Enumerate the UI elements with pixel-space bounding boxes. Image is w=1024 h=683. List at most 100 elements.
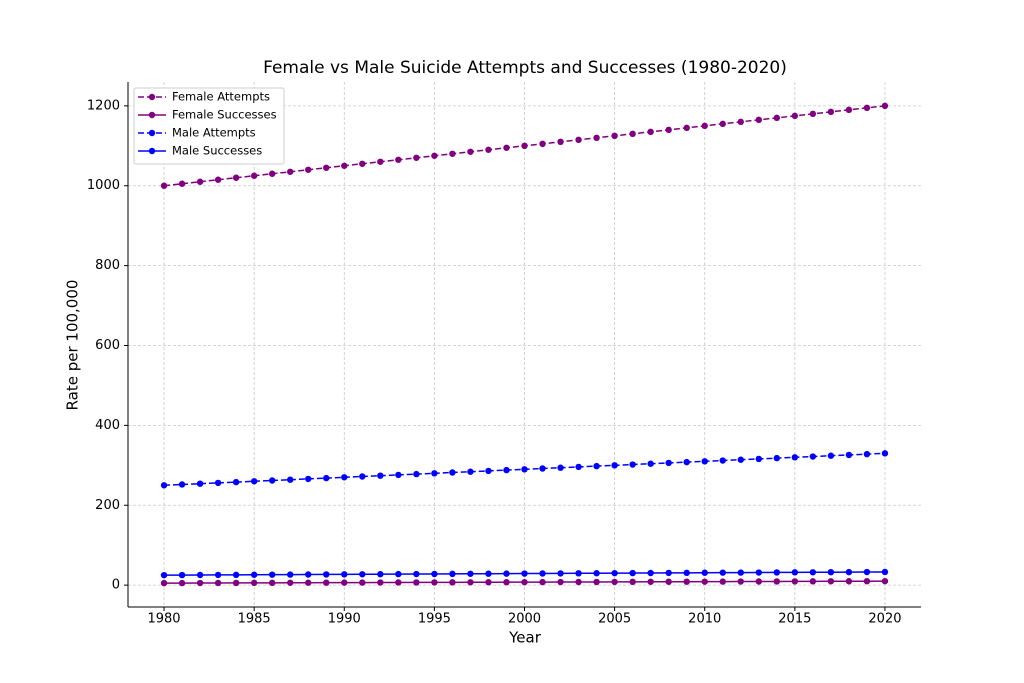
data-point — [791, 578, 799, 585]
data-point — [539, 140, 546, 148]
data-point — [160, 182, 168, 189]
data-point — [214, 579, 222, 587]
data-point — [863, 568, 871, 576]
data-point — [377, 579, 384, 586]
data-point — [178, 579, 186, 587]
data-point — [737, 578, 744, 585]
data-point — [485, 467, 492, 475]
data-point — [719, 569, 726, 576]
data-point — [359, 473, 366, 480]
data-point — [863, 577, 871, 585]
y-tick-label: 1200 — [87, 98, 120, 113]
data-point — [214, 571, 222, 579]
data-point — [701, 569, 708, 576]
data-point — [305, 475, 312, 483]
data-point — [503, 578, 510, 586]
legend-label: Male Successes — [172, 144, 262, 158]
data-point — [449, 570, 456, 578]
y-tick-label: 400 — [95, 418, 120, 433]
data-point — [449, 579, 456, 586]
legend-box — [133, 87, 285, 165]
x-tick-label: 2020 — [868, 612, 901, 627]
data-point — [431, 570, 438, 578]
data-point — [413, 579, 420, 586]
data-point — [250, 571, 258, 578]
data-point — [773, 454, 781, 462]
data-point — [773, 114, 781, 122]
data-point — [341, 162, 348, 169]
data-point — [629, 569, 636, 577]
data-point — [827, 108, 835, 116]
data-point — [232, 174, 240, 181]
data-point — [863, 450, 871, 458]
y-axis-label: Rate per 100,000 — [64, 280, 82, 411]
data-point — [737, 118, 744, 126]
data-point — [719, 578, 726, 585]
x-axis-label: Year — [508, 629, 542, 647]
data-point — [467, 468, 474, 475]
data-point — [881, 450, 889, 457]
data-point — [827, 452, 835, 459]
data-point — [467, 148, 474, 155]
data-point — [845, 568, 853, 576]
legend-marker — [148, 129, 156, 137]
data-point — [359, 579, 366, 586]
data-point — [232, 571, 240, 579]
data-point — [683, 458, 690, 466]
data-point — [521, 142, 528, 150]
data-point — [323, 164, 330, 171]
x-tick-label: 1985 — [238, 612, 271, 627]
data-point — [755, 116, 762, 124]
data-point — [683, 578, 690, 585]
data-point — [196, 178, 204, 185]
x-tick-label: 2015 — [778, 612, 811, 627]
x-tick-label: 1980 — [147, 612, 180, 627]
data-point — [268, 571, 276, 578]
data-point — [845, 451, 853, 459]
data-point — [214, 176, 222, 183]
data-point — [485, 146, 492, 153]
y-tick-label: 0 — [112, 578, 120, 593]
data-point — [305, 579, 312, 586]
data-point — [413, 154, 420, 161]
data-point — [593, 578, 600, 586]
data-point — [232, 478, 240, 486]
data-point — [287, 571, 294, 578]
y-tick-label: 200 — [95, 498, 120, 513]
data-point — [665, 126, 672, 134]
data-point — [160, 579, 168, 587]
data-point — [845, 106, 853, 114]
data-point — [214, 479, 222, 487]
data-point — [287, 168, 294, 175]
data-point — [737, 569, 744, 576]
data-point — [683, 569, 690, 577]
data-point — [431, 470, 438, 477]
data-point — [359, 160, 366, 167]
data-point — [863, 104, 871, 112]
data-point — [413, 470, 420, 478]
data-point — [449, 150, 456, 157]
data-point — [809, 569, 817, 576]
data-point — [196, 571, 204, 579]
legend-marker — [148, 147, 156, 155]
data-point — [395, 156, 402, 163]
data-point — [449, 469, 456, 476]
data-point — [647, 460, 654, 467]
x-tick-label: 1990 — [328, 612, 361, 627]
chart-title: Female vs Male Suicide Attempts and Succ… — [263, 58, 787, 78]
data-point — [503, 144, 510, 151]
data-point — [791, 112, 799, 120]
x-tick-label: 2010 — [688, 612, 721, 627]
data-point — [575, 570, 582, 577]
data-point — [178, 180, 186, 187]
data-point — [178, 481, 186, 488]
data-point — [557, 138, 564, 146]
data-point — [611, 462, 618, 469]
data-point — [521, 578, 528, 586]
data-point — [683, 124, 690, 132]
data-point — [629, 578, 636, 586]
data-point — [359, 571, 366, 578]
data-point — [701, 458, 708, 465]
data-point — [341, 474, 348, 481]
data-point — [755, 578, 762, 585]
